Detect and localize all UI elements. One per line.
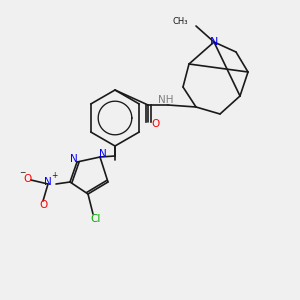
- Text: N: N: [210, 37, 218, 47]
- Text: N: N: [99, 149, 107, 159]
- Text: NH: NH: [158, 95, 174, 105]
- Text: O: O: [152, 119, 160, 129]
- Text: +: +: [51, 172, 57, 181]
- Text: CH₃: CH₃: [172, 17, 188, 26]
- Text: N: N: [44, 177, 52, 187]
- Text: N: N: [70, 154, 78, 164]
- Text: O: O: [24, 174, 32, 184]
- Text: Cl: Cl: [91, 214, 101, 224]
- Text: O: O: [39, 200, 47, 210]
- Text: −: −: [19, 169, 25, 178]
